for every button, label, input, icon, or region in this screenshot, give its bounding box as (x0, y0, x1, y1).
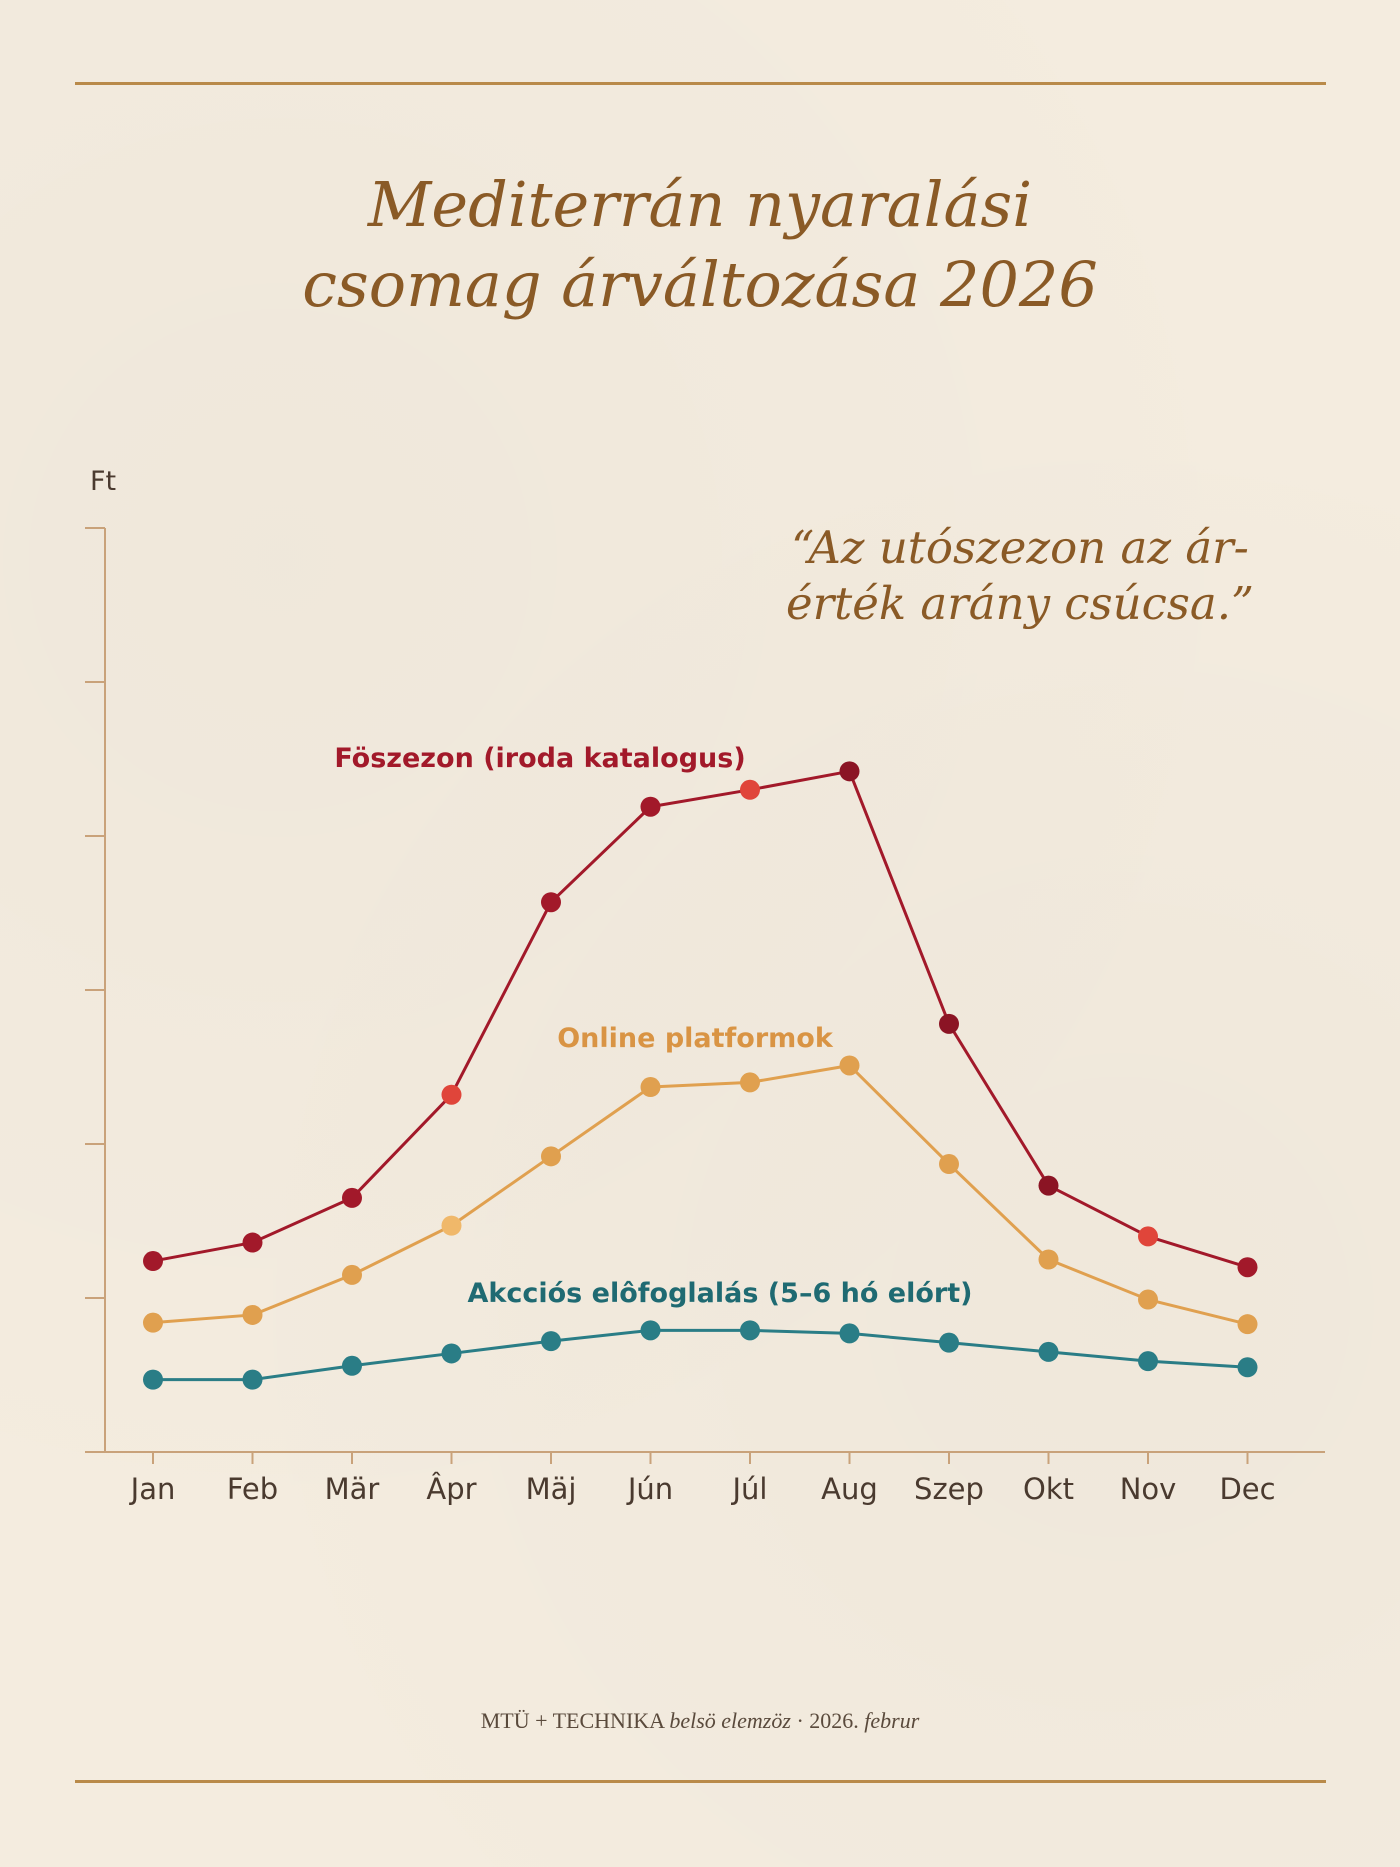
chart-title: Mediterrán nyaralási csomag árváltozása … (200, 165, 1200, 325)
top-rule (75, 82, 1326, 85)
pull-quote-line-2: érték arány csúcsa.” (785, 577, 1255, 630)
chart-title-line-1: Mediterrán nyaralási (367, 168, 1033, 241)
chart-labels: Jan Feb Mär Âpr Mäj Jún Júl Aug Szep Okt Nov Dec Ft F… (90, 466, 1276, 1506)
y-axis-label: Ft (90, 466, 116, 497)
series-2-point (1138, 1289, 1158, 1310)
pull-quote-line-1: “Az utószezon az ár- (791, 521, 1249, 574)
footer-credit: MTÜ + TECHNIKA belsö elemzöz · 2026. feb… (200, 1708, 1200, 1734)
series-1-point (1038, 1175, 1059, 1196)
x-tick-label: Jún (626, 1472, 673, 1506)
series-1-point (342, 1187, 362, 1208)
series-3-point (740, 1320, 760, 1341)
series-2-point (541, 1146, 561, 1167)
series-3-point (541, 1331, 561, 1352)
footer-date: 2026. (809, 1708, 865, 1733)
series-1-point (1237, 1257, 1258, 1278)
chart-title-line-2: csomag árváltozása 2026 (302, 248, 1098, 321)
series-2-point (441, 1215, 462, 1236)
series-3-point (242, 1369, 263, 1390)
series-1-point (839, 761, 860, 782)
footer-date-italic: februr (864, 1708, 920, 1733)
series-line-2 (152, 1063, 1248, 1326)
series-label-2: Online platformok (557, 1023, 834, 1054)
series-2-point (839, 1055, 860, 1076)
series-line-1 (152, 769, 1248, 1269)
x-tick-label: Aug (821, 1472, 878, 1506)
series-3-point (1038, 1341, 1059, 1362)
x-tick-label: Nov (1120, 1472, 1177, 1506)
series-3-point (342, 1355, 362, 1376)
x-tick-label: Júl (731, 1472, 768, 1506)
x-tick-label: Jan (129, 1472, 176, 1506)
series-3-point (441, 1343, 462, 1364)
x-tick-label: Szep (914, 1472, 984, 1506)
chart-axes (85, 527, 1325, 1464)
footer-source-italic: belsö elemzöz (669, 1708, 791, 1733)
footer-source: MTÜ + TECHNIKA (480, 1708, 670, 1733)
series-1-point (143, 1251, 163, 1272)
x-tick-label: Mäj (526, 1472, 577, 1506)
series-1-point (939, 1013, 959, 1034)
series-1-point (541, 892, 561, 913)
series-3-point (1138, 1351, 1158, 1372)
series-1-point (242, 1232, 263, 1253)
pull-quote: “Az utószezon az ár- érték arány csúcsa.… (740, 520, 1300, 632)
series-label-3: Akcciós elôfoglalás (5–6 hó elórt) (468, 1278, 973, 1309)
series-1-point (640, 796, 661, 817)
series-3-point (939, 1332, 959, 1353)
bottom-rule (75, 1780, 1326, 1783)
x-tick-label: Okt (1023, 1472, 1074, 1506)
x-tick-label: Âpr (426, 1472, 476, 1506)
series-3-point (143, 1369, 163, 1390)
x-tick-label: Mär (325, 1472, 380, 1506)
series-1-point (1138, 1226, 1158, 1247)
series-3-point (640, 1320, 661, 1341)
x-tick-label: Dec (1219, 1472, 1275, 1506)
series-line-3 (153, 1328, 1248, 1382)
series-2-point (342, 1264, 362, 1285)
series-3-point (1237, 1357, 1258, 1378)
series-2-point (640, 1077, 661, 1098)
series-label-1: Föszezon (iroda katalogus) (334, 743, 745, 774)
series-2-point (740, 1072, 760, 1093)
series-2-point (143, 1312, 163, 1333)
series-2-point (939, 1154, 959, 1175)
x-tick-label: Feb (227, 1472, 278, 1506)
chart-series (143, 761, 1258, 1390)
series-2-point (1237, 1314, 1258, 1335)
series-1-point (441, 1084, 462, 1105)
footer-separator: · (790, 1708, 810, 1733)
series-2-point (1038, 1249, 1059, 1270)
series-2-point (242, 1304, 263, 1325)
series-3-point (839, 1323, 860, 1344)
series-1-point (740, 779, 760, 800)
